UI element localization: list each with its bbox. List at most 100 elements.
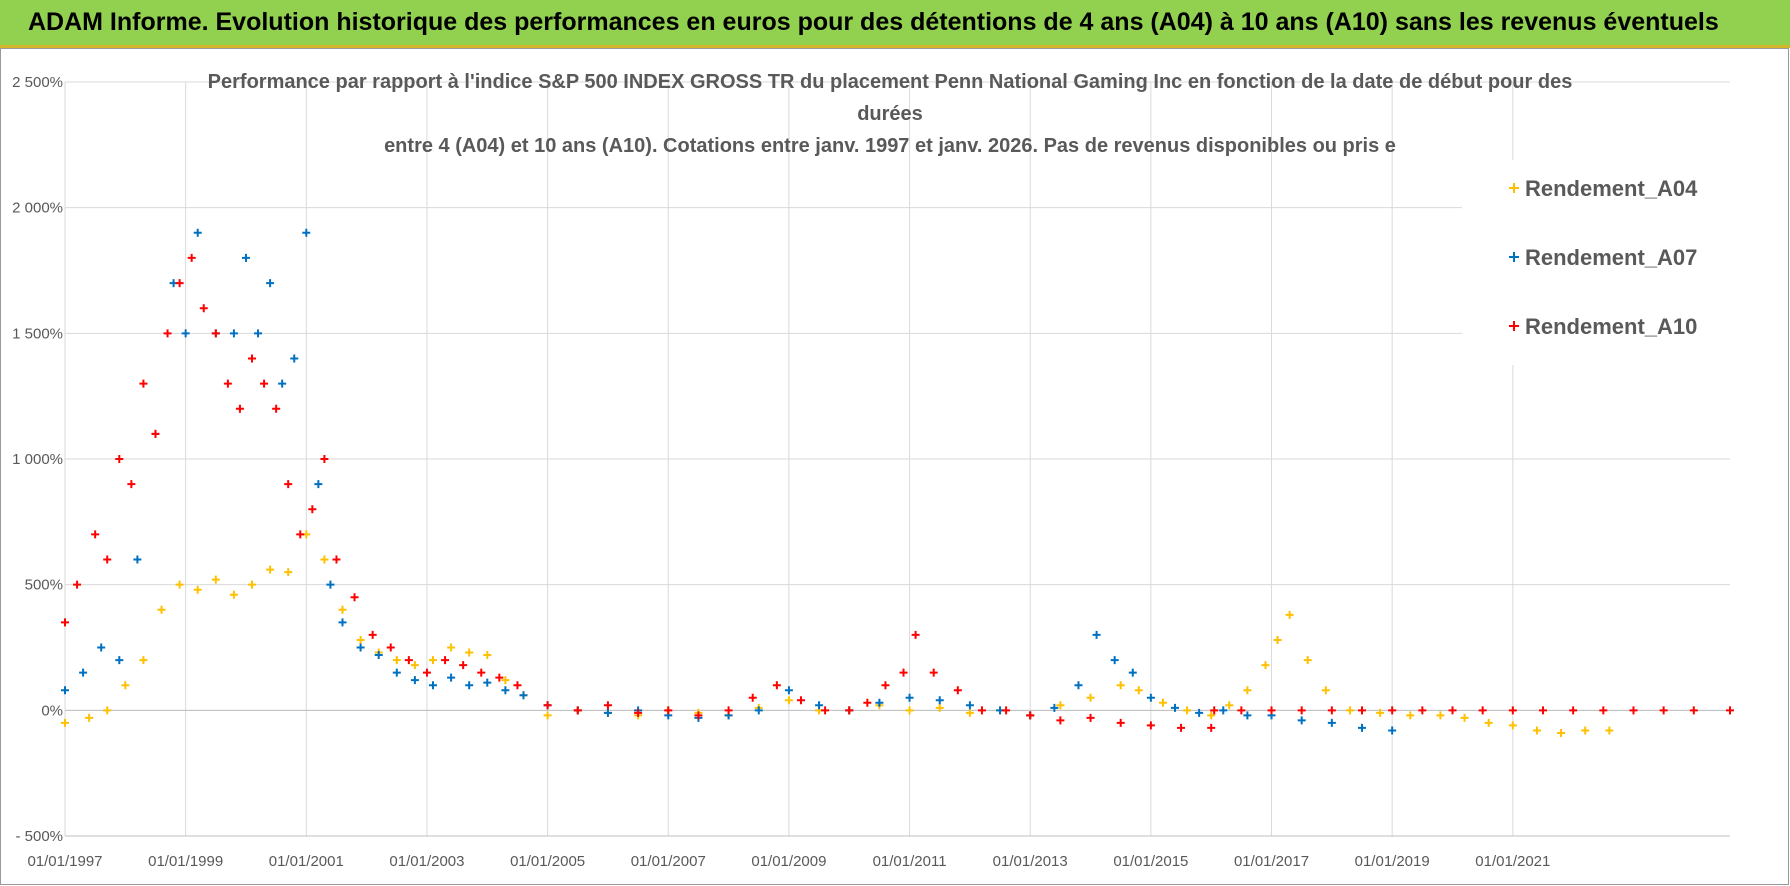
data-point (1128, 668, 1137, 677)
data-point (410, 676, 419, 685)
data-point (266, 565, 275, 574)
data-point (284, 568, 293, 577)
data-point (1448, 706, 1457, 715)
data-point (91, 530, 100, 539)
data-point (1110, 656, 1119, 665)
data-point (1297, 706, 1306, 715)
data-point (1557, 728, 1566, 737)
data-point (332, 555, 341, 564)
data-point (338, 605, 347, 614)
data-point (1056, 716, 1065, 725)
data-point (821, 706, 830, 715)
data-point (1285, 610, 1294, 619)
data-point (1358, 723, 1367, 732)
x-tick-label: 01/01/2013 (993, 853, 1068, 870)
data-point (350, 593, 359, 602)
data-point (85, 713, 94, 722)
data-point (193, 228, 202, 237)
data-point (61, 686, 69, 695)
data-point (410, 661, 419, 670)
data-point (1026, 711, 1035, 720)
data-point (1538, 706, 1547, 715)
data-point (1321, 686, 1330, 695)
data-point (374, 651, 383, 660)
data-point (1689, 706, 1698, 715)
data-point (133, 555, 142, 564)
data-point (1406, 711, 1415, 720)
data-point (905, 693, 914, 702)
data-point (1225, 701, 1234, 710)
data-point (1092, 630, 1101, 639)
chart-title-line: entre 4 (A04) et 10 ans (A10). Cotations… (384, 135, 1396, 157)
data-point (875, 698, 884, 707)
data-point (447, 643, 456, 652)
data-point (1086, 693, 1095, 702)
data-point (1345, 706, 1354, 715)
data-point (477, 668, 486, 677)
x-tick-label: 01/01/2001 (269, 853, 344, 870)
data-point (163, 329, 172, 338)
data-point (193, 585, 202, 594)
data-point (863, 698, 872, 707)
data-point (121, 681, 130, 690)
data-point (272, 404, 281, 413)
data-point (1599, 706, 1608, 715)
data-point (694, 711, 703, 720)
data-point (634, 708, 643, 717)
report-title: ADAM Informe. Evolution historique des p… (28, 8, 1719, 36)
data-point (1146, 693, 1155, 702)
data-point (1207, 711, 1216, 720)
data-point (266, 279, 275, 288)
data-point (422, 668, 431, 677)
data-point (1219, 706, 1228, 715)
data-point (211, 329, 220, 338)
data-point (603, 708, 612, 717)
data-point (392, 656, 401, 665)
data-point (748, 693, 757, 702)
data-point (284, 480, 293, 489)
data-point (115, 455, 124, 463)
data-point (1532, 726, 1541, 735)
chart-title-line: durées (857, 103, 923, 125)
data-point (1605, 726, 1614, 735)
data-point (1460, 713, 1469, 722)
data-point (899, 668, 908, 677)
data-point (248, 580, 257, 589)
y-tick-label: 1 000% (12, 451, 63, 468)
data-point (1659, 706, 1668, 715)
data-point (302, 228, 311, 237)
data-point (1146, 721, 1155, 730)
data-point (905, 706, 914, 715)
chart-title: Performance par rapport à l'indice S&P 5… (208, 71, 1573, 157)
data-point (1303, 656, 1312, 665)
x-tick-label: 01/01/2011 (873, 853, 947, 870)
data-point (248, 354, 257, 363)
data-point (115, 656, 124, 665)
data-point (1116, 681, 1125, 690)
chart-frame (0, 48, 1789, 885)
data-point (772, 681, 781, 690)
data-point (1327, 718, 1336, 727)
data-point (543, 711, 552, 720)
x-tick-label: 01/01/2015 (1113, 853, 1188, 870)
data-point (501, 676, 510, 685)
data-point (447, 673, 456, 682)
data-point (1436, 711, 1445, 720)
data-point (519, 691, 528, 700)
data-point (965, 701, 974, 710)
data-point (278, 379, 287, 388)
data-point (211, 575, 220, 584)
data-point (356, 635, 365, 644)
data-point (465, 681, 474, 690)
data-point (73, 580, 82, 589)
data-point (1086, 713, 1095, 722)
data-point (495, 673, 504, 682)
data-point (1388, 706, 1397, 715)
data-point (1358, 706, 1367, 715)
data-point (977, 706, 986, 715)
data-point (965, 708, 974, 717)
x-tick-label: 01/01/2009 (751, 853, 826, 870)
data-point (754, 706, 763, 715)
data-point (103, 706, 112, 715)
data-point (483, 651, 492, 660)
